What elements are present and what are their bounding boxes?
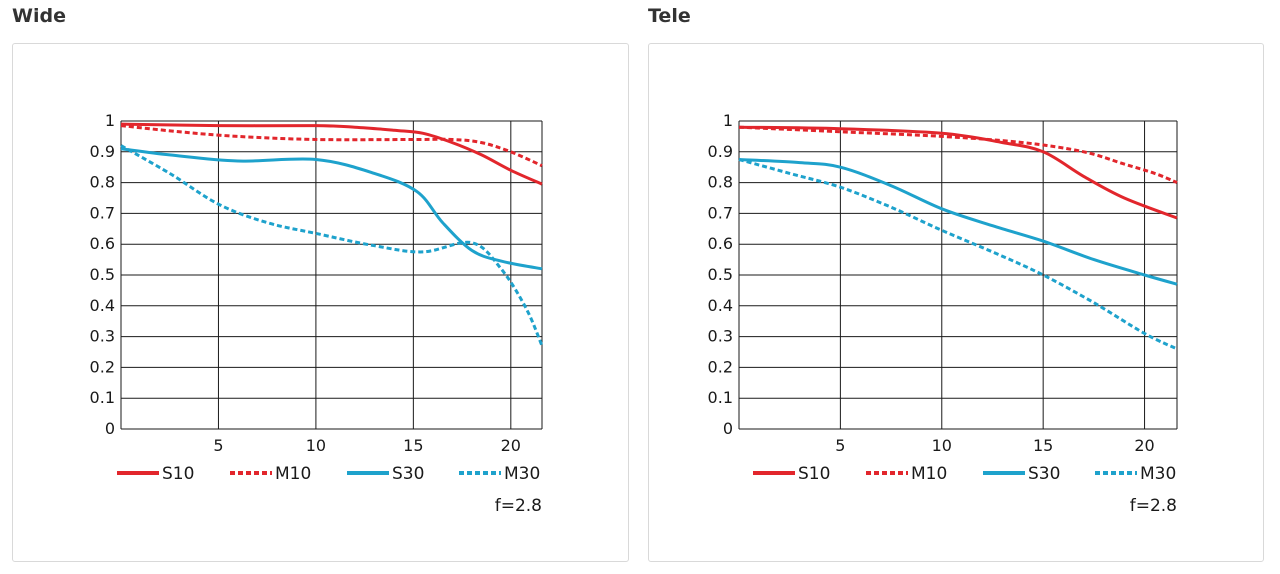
y-tick-label: 0.7 xyxy=(708,203,733,222)
wide-chart-card: 0 0.1 0.2 0.3 0.4 0.5 0.6 0.7 0.8 0.9 1 5 10 15 20 S10 M… xyxy=(12,43,629,562)
x-tick-label: 10 xyxy=(932,436,952,455)
y-tick-label: 0.4 xyxy=(708,296,733,315)
y-tick-label: 0.1 xyxy=(708,388,733,407)
series-line-m10 xyxy=(738,125,1178,184)
y-tick-label: 0.3 xyxy=(90,327,115,346)
y-tick-label: 0.3 xyxy=(708,327,733,346)
legend-label-s30: S30 xyxy=(1028,464,1060,484)
y-tick-label: 0.1 xyxy=(90,388,115,407)
y-tick-label: 0 xyxy=(105,419,115,438)
legend-label-s30: S30 xyxy=(392,464,424,484)
legend-label-m30: M30 xyxy=(504,464,540,484)
y-tick-label: 0.4 xyxy=(90,296,115,315)
series-line-m30 xyxy=(120,144,544,347)
y-tick-label: 0.9 xyxy=(708,142,733,161)
y-tick-label: 0.9 xyxy=(90,142,115,161)
aperture-note: f=2.8 xyxy=(495,496,542,516)
x-tick-label: 10 xyxy=(306,436,326,455)
y-tick-label: 0.8 xyxy=(90,173,115,192)
series-line-m10 xyxy=(120,124,543,168)
x-tick-label: 15 xyxy=(403,436,423,455)
wide-title: Wide xyxy=(12,5,66,27)
x-tick-label: 20 xyxy=(501,436,521,455)
series-line-s30 xyxy=(738,158,1178,286)
tele-title: Tele xyxy=(648,5,691,27)
x-tick-label: 5 xyxy=(835,436,845,455)
series-line-s10 xyxy=(738,125,1178,220)
y-tick-label: 0.7 xyxy=(90,203,115,222)
y-tick-label: 0 xyxy=(723,419,733,438)
legend-label-s10: S10 xyxy=(162,464,194,484)
legend-label-m10: M10 xyxy=(275,464,311,484)
legend-label-m30: M30 xyxy=(1140,464,1176,484)
x-tick-label: 15 xyxy=(1033,436,1053,455)
y-tick-label: 0.6 xyxy=(708,234,733,253)
y-tick-label: 0.2 xyxy=(708,357,733,376)
series-line-m30 xyxy=(738,158,1178,351)
series-line-s10 xyxy=(120,122,543,186)
y-tick-label: 1 xyxy=(723,111,733,130)
series-line-s30 xyxy=(120,147,543,271)
y-tick-label: 0.6 xyxy=(90,234,115,253)
x-tick-label: 20 xyxy=(1134,436,1154,455)
aperture-note: f=2.8 xyxy=(1130,496,1177,516)
legend-label-m10: M10 xyxy=(911,464,947,484)
tele-chart-card: 0 0.1 0.2 0.3 0.4 0.5 0.6 0.7 0.8 0.9 1 5 10 15 20 S10 M… xyxy=(648,43,1264,562)
y-tick-label: 0.2 xyxy=(90,357,115,376)
legend-label-s10: S10 xyxy=(798,464,830,484)
x-tick-label: 5 xyxy=(213,436,223,455)
y-tick-label: 0.8 xyxy=(708,173,733,192)
y-tick-label: 0.5 xyxy=(90,265,115,284)
y-tick-label: 0.5 xyxy=(708,265,733,284)
y-tick-label: 1 xyxy=(105,111,115,130)
